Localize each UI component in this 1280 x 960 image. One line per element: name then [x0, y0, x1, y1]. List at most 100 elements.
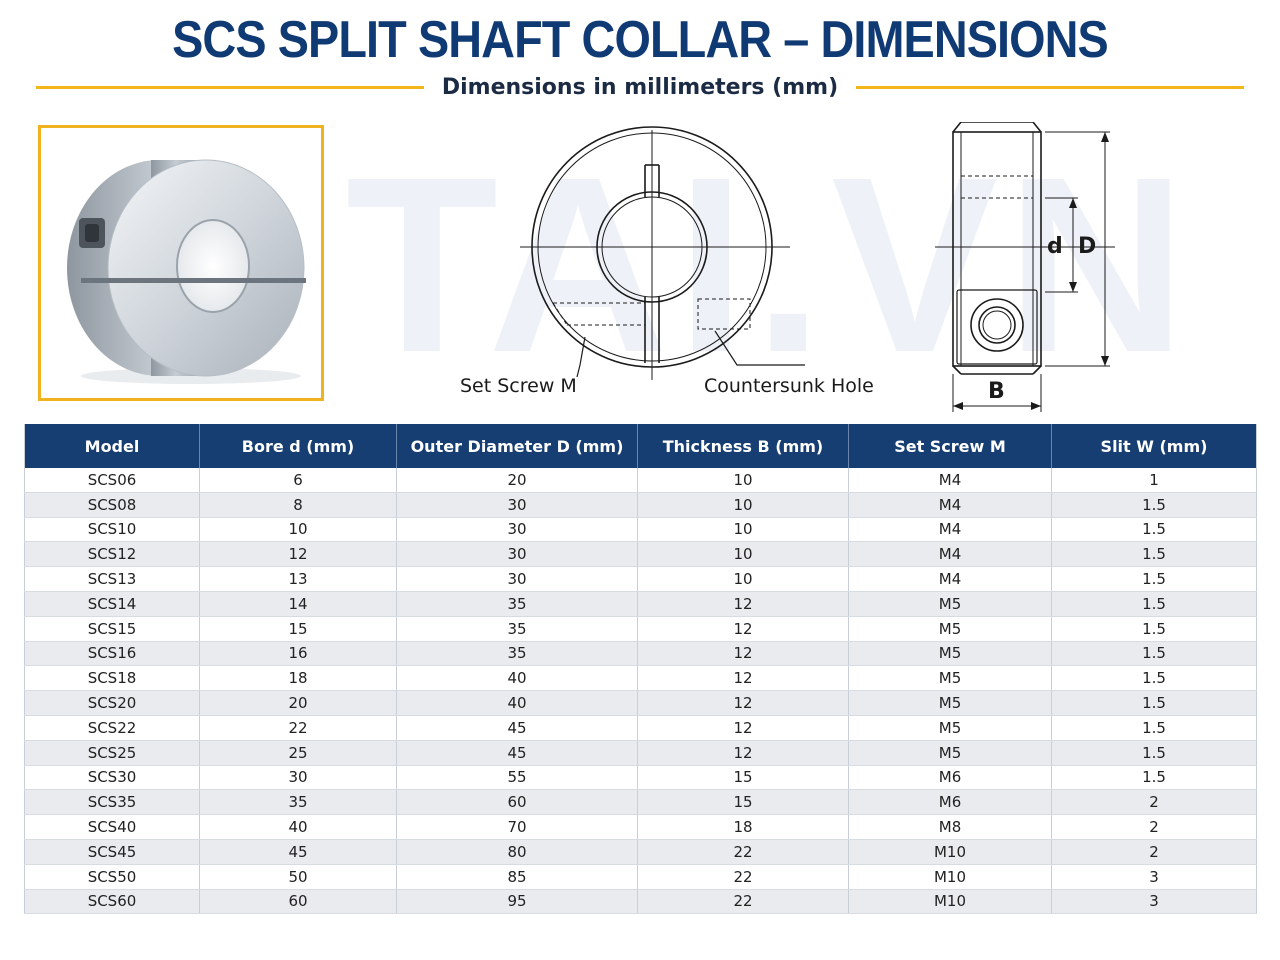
cell-thickness: 10: [637, 468, 849, 493]
cell-bore: 8: [199, 492, 397, 518]
cell-model: SCS06: [24, 468, 200, 493]
table-row: SCS06 6 20 10 M4 1: [24, 468, 1257, 493]
cell-thickness: 10: [637, 517, 849, 543]
cell-set-screw: M5: [848, 690, 1052, 716]
table-row: SCS10 10 30 10 M4 1.5: [24, 517, 1257, 543]
accent-line-right: [856, 85, 1244, 89]
cell-slit: 2: [1051, 839, 1257, 865]
header-thickness: Thickness B (mm): [637, 424, 849, 468]
product-photo: [38, 125, 324, 401]
header-slit: Slit W (mm): [1051, 424, 1257, 468]
cell-bore: 6: [199, 468, 397, 493]
cell-bore: 15: [199, 616, 397, 642]
cell-thickness: 10: [637, 566, 849, 592]
thickness-b-label: B: [988, 379, 1005, 404]
cell-thickness: 10: [637, 492, 849, 518]
side-view-drawing: [935, 122, 1115, 412]
cell-slit: 1.5: [1051, 517, 1257, 543]
table-row: SCS20 20 40 12 M5 1.5: [24, 690, 1257, 716]
cell-outer-diameter: 20: [396, 468, 638, 493]
cell-model: SCS60: [24, 889, 200, 915]
cell-slit: 1.5: [1051, 740, 1257, 766]
bore-d-label: d: [1047, 234, 1063, 259]
cell-slit: 1.5: [1051, 616, 1257, 642]
cell-bore: 18: [199, 665, 397, 692]
table-row: SCS30 30 55 15 M6 1.5: [24, 765, 1257, 791]
cell-bore: 13: [199, 566, 397, 592]
cell-model: SCS40: [24, 814, 200, 840]
table-row: SCS50 50 85 22 M10 3: [24, 864, 1257, 890]
cell-bore: 50: [199, 864, 397, 890]
cell-slit: 1.5: [1051, 765, 1257, 791]
dimensions-table: Model Bore d (mm) Outer Diameter D (mm) …: [24, 424, 1257, 915]
cell-outer-diameter: 35: [396, 591, 638, 617]
cell-bore: 60: [199, 889, 397, 915]
cell-outer-diameter: 40: [396, 665, 638, 692]
page-title: SCS SPLIT SHAFT COLLAR – DIMENSIONS: [172, 11, 1109, 69]
cell-outer-diameter: 60: [396, 789, 638, 816]
cell-set-screw: M4: [848, 566, 1052, 592]
cell-thickness: 22: [637, 889, 849, 915]
table-header-row: Model Bore d (mm) Outer Diameter D (mm) …: [24, 424, 1257, 468]
cell-thickness: 15: [637, 765, 849, 791]
cell-slit: 1: [1051, 468, 1257, 493]
cell-model: SCS18: [24, 665, 200, 692]
cell-bore: 22: [199, 715, 397, 741]
header-bore: Bore d (mm): [199, 424, 397, 468]
cell-thickness: 22: [637, 839, 849, 865]
cell-thickness: 15: [637, 789, 849, 816]
cell-set-screw: M4: [848, 541, 1052, 568]
cell-thickness: 12: [637, 715, 849, 741]
cell-outer-diameter: 45: [396, 715, 638, 741]
cell-outer-diameter: 30: [396, 517, 638, 543]
table-row: SCS35 35 60 15 M6 2: [24, 789, 1257, 816]
table-row: SCS45 45 80 22 M10 2: [24, 839, 1257, 865]
table-row: SCS40 40 70 18 M8 2: [24, 814, 1257, 840]
cell-set-screw: M5: [848, 715, 1052, 741]
outer-d-label: D: [1078, 234, 1097, 259]
cell-model: SCS13: [24, 566, 200, 592]
cell-set-screw: M4: [848, 517, 1052, 543]
table-row: SCS22 22 45 12 M5 1.5: [24, 715, 1257, 741]
cell-thickness: 10: [637, 541, 849, 568]
cell-set-screw: M4: [848, 492, 1052, 518]
cell-slit: 2: [1051, 814, 1257, 840]
cell-model: SCS16: [24, 641, 200, 667]
cell-outer-diameter: 70: [396, 814, 638, 840]
cell-model: SCS14: [24, 591, 200, 617]
cell-outer-diameter: 30: [396, 492, 638, 518]
cell-slit: 1.5: [1051, 641, 1257, 667]
cell-model: SCS08: [24, 492, 200, 518]
cell-outer-diameter: 30: [396, 566, 638, 592]
cell-outer-diameter: 35: [396, 616, 638, 642]
cell-slit: 1.5: [1051, 690, 1257, 716]
cell-slit: 2: [1051, 789, 1257, 816]
countersunk-hole-label: Countersunk Hole: [704, 375, 874, 397]
table-row: SCS14 14 35 12 M5 1.5: [24, 591, 1257, 617]
cell-model: SCS22: [24, 715, 200, 741]
cell-set-screw: M5: [848, 641, 1052, 667]
cell-set-screw: M10: [848, 864, 1052, 890]
cell-bore: 20: [199, 690, 397, 716]
cell-bore: 25: [199, 740, 397, 766]
cell-model: SCS10: [24, 517, 200, 543]
table-row: SCS15 15 35 12 M5 1.5: [24, 616, 1257, 642]
cell-set-screw: M5: [848, 740, 1052, 766]
cell-thickness: 12: [637, 591, 849, 617]
cell-bore: 16: [199, 641, 397, 667]
cell-outer-diameter: 95: [396, 889, 638, 915]
cell-set-screw: M6: [848, 765, 1052, 791]
cell-outer-diameter: 40: [396, 690, 638, 716]
cell-set-screw: M8: [848, 814, 1052, 840]
cell-set-screw: M10: [848, 839, 1052, 865]
cell-model: SCS20: [24, 690, 200, 716]
header-model: Model: [24, 424, 200, 468]
cell-bore: 14: [199, 591, 397, 617]
cell-bore: 12: [199, 541, 397, 568]
set-screw-label: Set Screw M: [460, 375, 577, 397]
cell-set-screw: M5: [848, 591, 1052, 617]
front-view-drawing: [520, 126, 805, 380]
header-set-screw: Set Screw M: [848, 424, 1052, 468]
table-row: SCS12 12 30 10 M4 1.5: [24, 541, 1257, 568]
table-row: SCS60 60 95 22 M10 3: [24, 889, 1257, 915]
